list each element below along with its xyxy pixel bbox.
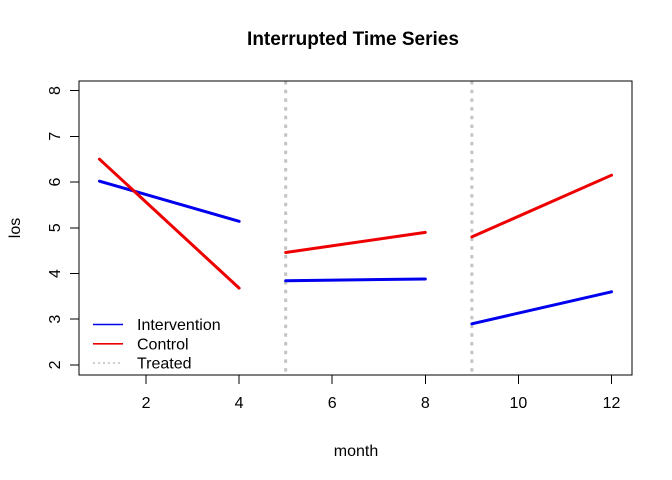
y-axis-tick-label: 6 [47,178,64,187]
x-axis-tick-label: 4 [235,395,244,412]
y-axis-tick-label: 4 [47,269,64,278]
legend-label-control: Control [137,336,189,353]
legend-label-treated: Treated [137,356,192,373]
y-axis-tick-label: 7 [47,132,64,141]
series-line-intervention [470,290,614,326]
y-axis-tick-label: 2 [47,360,64,369]
x-axis-tick-label: 10 [510,395,528,412]
x-axis-tick-label: 2 [142,395,151,412]
x-axis-label: month [334,443,378,460]
x-axis-tick-label: 12 [603,395,621,412]
series-line-control [284,230,427,254]
y-axis-tick-label: 8 [47,86,64,95]
chart-title: Interrupted Time Series [247,29,459,50]
x-axis-tick-label: 8 [421,395,430,412]
series-line-intervention [284,277,427,283]
y-axis-tick-label: 3 [47,315,64,324]
series-line-control [470,173,614,239]
x-axis-tick-label: 6 [328,395,337,412]
plot-area: 2 4 6 8 10 12 2 3 4 5 6 7 8 Intervention Control Treate… [47,80,633,412]
legend-label-intervention: Intervention [137,317,221,334]
series-line-control [97,157,241,290]
y-axis-label: los [7,218,24,238]
series-line-intervention [97,179,241,223]
y-axis-tick-label: 5 [47,223,64,232]
